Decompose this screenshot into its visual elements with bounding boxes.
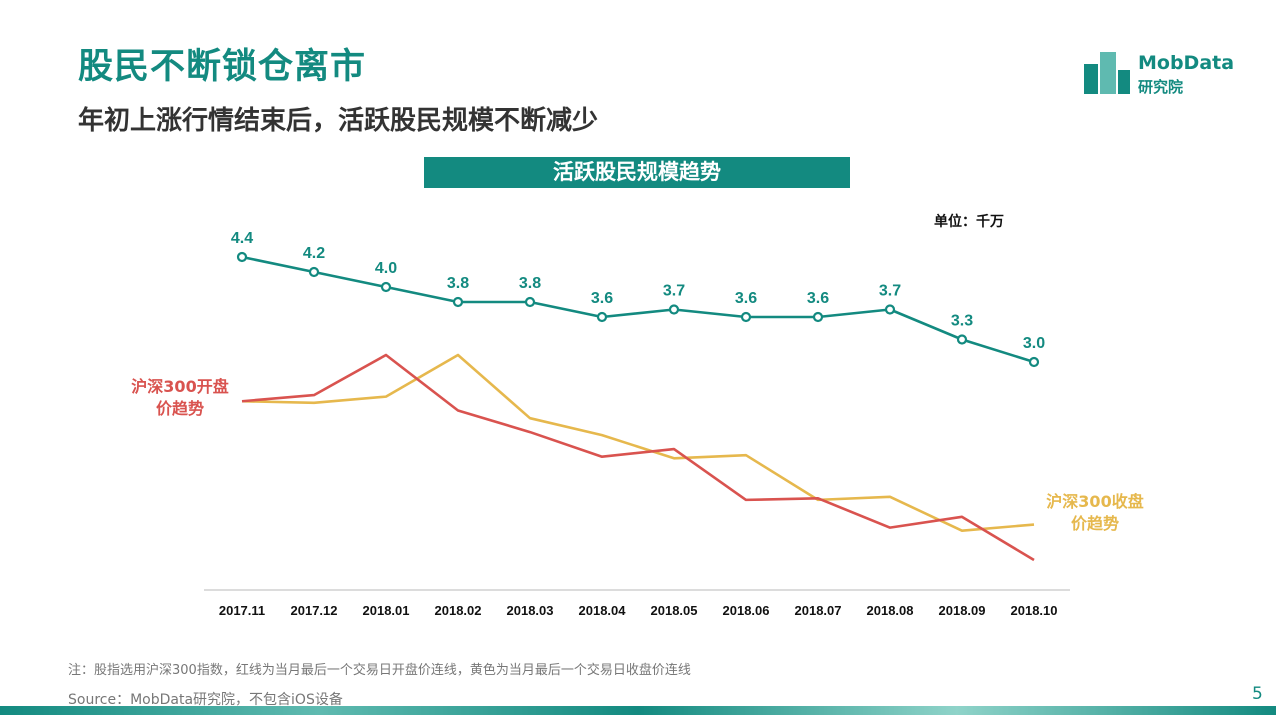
legend-label-index-open: 价趋势 [156, 399, 204, 418]
active-users-point [452, 296, 464, 308]
active-users-data-label: 3.8 [447, 275, 469, 292]
mobdata-logo-icon [1084, 52, 1130, 94]
x-tick-label: 2018.04 [579, 603, 627, 618]
x-tick-label: 2017.12 [291, 603, 338, 618]
x-tick-label: 2018.01 [363, 603, 410, 618]
series-line-index-close [241, 353, 1035, 533]
active-users-data-label: 4.2 [303, 245, 325, 262]
active-users-point [740, 311, 752, 323]
active-users-point [380, 281, 392, 293]
x-tick-label: 2018.08 [867, 603, 914, 618]
active-users-point [236, 251, 248, 263]
page-title: 股民不断锁仓离市 [78, 47, 367, 87]
active-users-point [812, 311, 824, 323]
active-users-point [1028, 356, 1040, 368]
active-users-point [524, 296, 536, 308]
active-users-point [956, 334, 968, 345]
page-subtitle: 年初上涨行情结束后，活跃股民规模不断减少 [78, 106, 599, 136]
active-users-data-label: 3.6 [735, 290, 757, 307]
legend-label-index-close: 沪深300收盘 [1046, 492, 1143, 511]
logo-text-brand: MobData [1138, 52, 1235, 74]
x-tick-label: 2018.03 [507, 603, 554, 618]
active-users-data-label: 3.8 [519, 275, 541, 292]
active-users-data-label: 3.6 [591, 290, 613, 307]
x-tick-label: 2018.02 [435, 603, 482, 618]
x-tick-label: 2018.05 [651, 603, 698, 618]
chart-banner: 活跃股民规模趋势 [424, 157, 850, 188]
x-tick-label: 2018.06 [723, 603, 770, 618]
active-users-point [884, 304, 896, 315]
x-tick-label: 2017.11 [219, 603, 265, 618]
series-line-index-open [241, 353, 1035, 562]
x-tick-label: 2018.10 [1011, 603, 1058, 618]
active-users-point [596, 311, 608, 323]
footer-bar [0, 706, 1276, 715]
series-line-active-users [241, 255, 1035, 364]
x-tick-label: 2018.09 [939, 603, 986, 618]
logo-text-sub: 研究院 [1138, 78, 1184, 96]
legend-label-index-open: 沪深300开盘 [131, 377, 228, 396]
active-users-data-label: 3.7 [663, 283, 685, 300]
footnote: 注：股指选用沪深300指数，红线为当月最后一个交易日开盘价连线，黄色为当月最后一… [68, 663, 691, 678]
source-note: Source：MobData研究院，不包含iOS设备 [68, 692, 343, 708]
legend-label-index-close: 价趋势 [1071, 514, 1119, 533]
active-users-data-label: 3.7 [879, 283, 901, 300]
active-users-data-label: 4.0 [375, 260, 397, 277]
x-tick-label: 2018.07 [795, 603, 842, 618]
active-users-point [308, 266, 320, 278]
active-users-data-label: 3.6 [807, 290, 829, 307]
active-users-data-label: 4.4 [231, 230, 253, 247]
active-users-data-label: 3.0 [1023, 335, 1045, 352]
active-users-point [668, 304, 680, 315]
active-users-data-label: 3.3 [951, 313, 973, 330]
unit-label: 单位：千万 [934, 214, 1004, 230]
page-number: 5 [1252, 684, 1263, 704]
